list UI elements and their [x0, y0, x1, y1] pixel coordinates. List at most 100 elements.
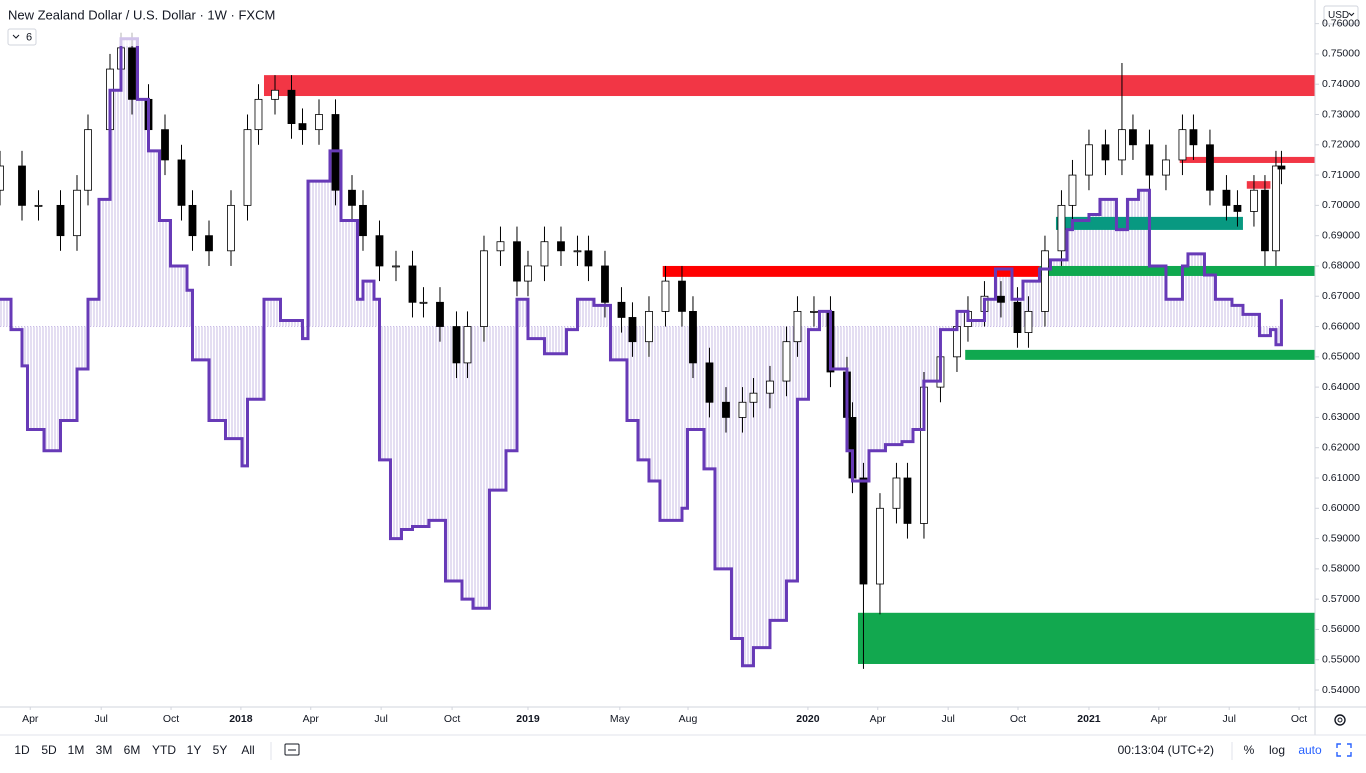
candle-body [408, 265, 417, 303]
candle-body [1189, 129, 1198, 146]
candle-body [1085, 144, 1093, 176]
scale-option[interactable]: % [1244, 743, 1255, 757]
zone [1246, 181, 1271, 189]
candle-body [1233, 204, 1242, 212]
range-button[interactable]: All [241, 743, 254, 757]
range-button[interactable]: 1Y [187, 743, 202, 757]
candle-body [1250, 189, 1258, 212]
x-tick-label: Jul [374, 713, 387, 725]
x-tick-label: 2019 [516, 713, 540, 725]
legend-backdrop [0, 0, 320, 46]
indicator-count: 6 [26, 31, 32, 43]
scale-option[interactable]: log [1269, 743, 1285, 757]
settings-icon[interactable] [1334, 714, 1346, 726]
y-tick-label: 0.71000 [1322, 169, 1360, 181]
y-tick-label: 0.62000 [1322, 441, 1360, 453]
candle-body [617, 301, 626, 318]
candle-body [480, 250, 488, 327]
candle-body [722, 401, 730, 418]
scale-option[interactable]: auto [1298, 743, 1322, 757]
chart-title: New Zealand Dollar / U.S. Dollar · 1W · … [8, 7, 275, 22]
candle-body [1129, 129, 1137, 146]
price-pane [0, 32, 1315, 669]
zone [1179, 156, 1315, 163]
y-tick-label: 0.66000 [1322, 320, 1360, 332]
candle-body [436, 301, 444, 327]
candle-body [243, 129, 252, 206]
range-button[interactable]: 5D [41, 743, 57, 757]
y-tick-label: 0.54000 [1322, 684, 1360, 696]
candle-body [1041, 250, 1049, 312]
currency-label: USD [1328, 10, 1349, 21]
candle-body [645, 310, 653, 343]
zone [965, 349, 1315, 360]
y-tick-label: 0.76000 [1322, 17, 1360, 29]
candle-body [205, 235, 213, 252]
candle-body [452, 326, 461, 364]
candle-body [392, 265, 400, 268]
candle-body [557, 241, 565, 252]
candle-body [661, 280, 670, 312]
currency-button[interactable] [1323, 5, 1359, 25]
candle-body [1068, 174, 1077, 206]
candle-body [953, 326, 961, 358]
x-tick-label: May [610, 713, 631, 725]
candle-body [84, 129, 92, 191]
candle-body [513, 241, 521, 282]
x-tick-label: Apr [870, 713, 887, 725]
candle-body [738, 401, 747, 418]
candle-body [689, 310, 697, 364]
candle-body [1222, 189, 1231, 206]
range-button[interactable]: 6M [124, 743, 141, 757]
candle-body [375, 235, 384, 267]
candle-body [810, 310, 818, 313]
range-button[interactable]: 1M [68, 743, 85, 757]
candle-body [1206, 144, 1214, 191]
x-tick-label: 2020 [796, 713, 820, 725]
zone [1039, 265, 1315, 276]
candle-body [177, 159, 186, 206]
indicator-toggle[interactable] [7, 28, 37, 46]
x-tick-label: Jul [941, 713, 954, 725]
range-button[interactable]: 1D [14, 743, 30, 757]
candle-body [161, 129, 169, 161]
y-tick-label: 0.68000 [1322, 260, 1360, 272]
candle-body [1057, 204, 1066, 252]
candle-body [128, 47, 136, 100]
candle-body [1118, 129, 1126, 161]
candle-body [1261, 189, 1269, 252]
zone [857, 612, 1315, 664]
candle-body [315, 114, 323, 131]
candle-body [188, 204, 197, 237]
y-tick-label: 0.59000 [1322, 532, 1360, 544]
fullscreen-icon[interactable] [1336, 743, 1352, 757]
y-tick-label: 0.74000 [1322, 78, 1360, 90]
y-tick-label: 0.73000 [1322, 108, 1360, 120]
x-tick-label: Jul [1222, 713, 1235, 725]
compare-icon[interactable] [284, 743, 300, 756]
range-button[interactable]: 3M [96, 743, 113, 757]
candle-body [997, 295, 1005, 303]
x-tick-label: Jul [94, 713, 107, 725]
candle-body [1101, 144, 1110, 161]
candle-body [601, 265, 609, 303]
y-tick-label: 0.58000 [1322, 563, 1360, 575]
candle-body [73, 189, 81, 237]
candle-body [463, 326, 472, 364]
candle-body [903, 477, 912, 524]
candle-body [793, 310, 802, 343]
y-tick-label: 0.57000 [1322, 593, 1360, 605]
range-button[interactable]: YTD [152, 743, 176, 757]
x-tick-label: Apr [303, 713, 320, 725]
candle-body [1145, 144, 1154, 176]
candle-body [348, 189, 356, 206]
y-tick-label: 0.63000 [1322, 411, 1360, 423]
candle-body [1178, 129, 1187, 161]
range-button[interactable]: 5Y [213, 743, 228, 757]
x-tick-label: Oct [1010, 713, 1026, 725]
candle-body [705, 362, 714, 403]
candle-body [573, 250, 582, 253]
candle-body [34, 204, 43, 207]
